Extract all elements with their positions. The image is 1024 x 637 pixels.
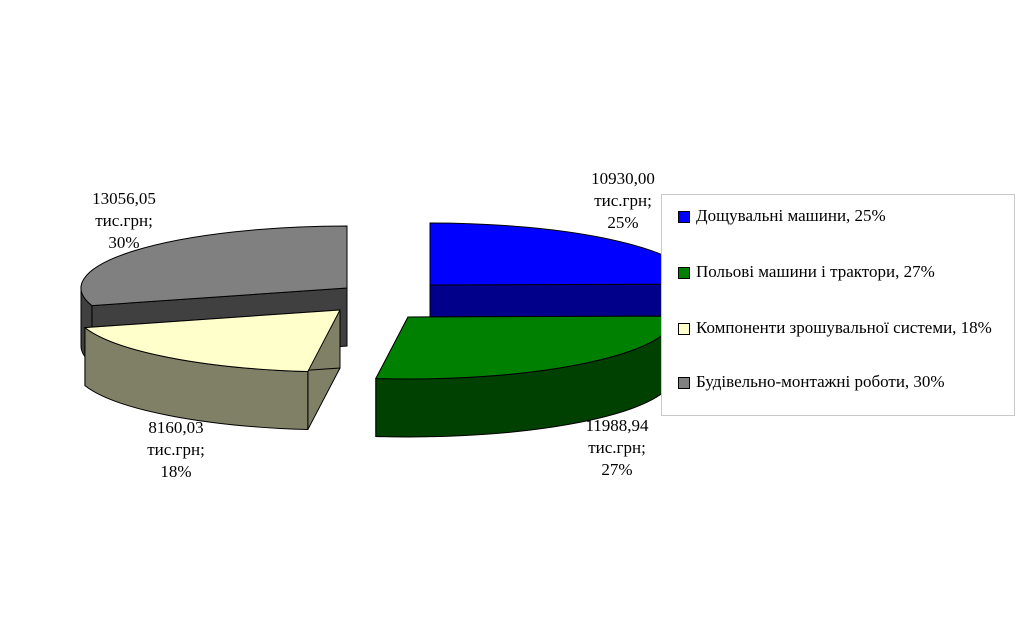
legend-item-2: Компоненти зрошувальної системи, 18% [678,317,1006,338]
legend-label-0: Дощувальні машини, 25% [696,206,886,225]
data-label-0-value_text: 10930,00 [591,169,655,188]
legend-swatch-1 [678,267,690,279]
data-label-1-value_text: 11988,94 [585,416,649,435]
data-label-0: 10930,00 тис.грн; 25% [591,169,655,232]
legend-label-2: Компоненти зрошувальної системи, 18% [696,318,992,337]
data-label-1-percent_text: 27% [601,460,632,479]
data-label-2-value_text: 8160,03 [148,418,203,437]
pie-slice-1 [375,315,675,438]
data-label-1-unit_text: тис.грн; [588,438,646,457]
chart-legend: Дощувальні машини, 25% Польові машини і … [661,194,1015,416]
legend-swatch-3 [678,377,690,389]
legend-item-3: Будівельно-монтажні роботи, 30% [678,371,1006,392]
pie-slice-2 [83,309,341,431]
legend-item-0: Дощувальні машини, 25% [678,205,1006,226]
data-label-3-value_text: 13056,05 [92,189,156,208]
data-label-3: 13056,05 тис.грн; 30% [92,189,156,252]
pie-slice-top-3 [80,225,348,307]
pie-slice-top-0 [429,222,697,286]
legend-swatch-2 [678,323,690,335]
data-label-0-percent_text: 25% [607,213,638,232]
legend-label-1: Польові машини і трактори, 27% [696,262,935,281]
data-label-3-percent_text: 30% [108,233,139,252]
data-label-0-unit_text: тис.грн; [594,191,652,210]
legend-item-1: Польові машини і трактори, 27% [678,261,1006,282]
data-label-3-unit_text: тис.грн; [95,211,153,230]
data-label-2-percent_text: 18% [160,462,191,481]
data-label-2-unit_text: тис.грн; [147,440,205,459]
legend-label-3: Будівельно-монтажні роботи, 30% [696,372,945,391]
data-label-1: 11988,94 тис.грн; 27% [585,416,649,479]
pie-slice-top-2 [83,309,341,373]
data-label-2: 8160,03 тис.грн; 18% [147,418,205,481]
legend-swatch-0 [678,211,690,223]
